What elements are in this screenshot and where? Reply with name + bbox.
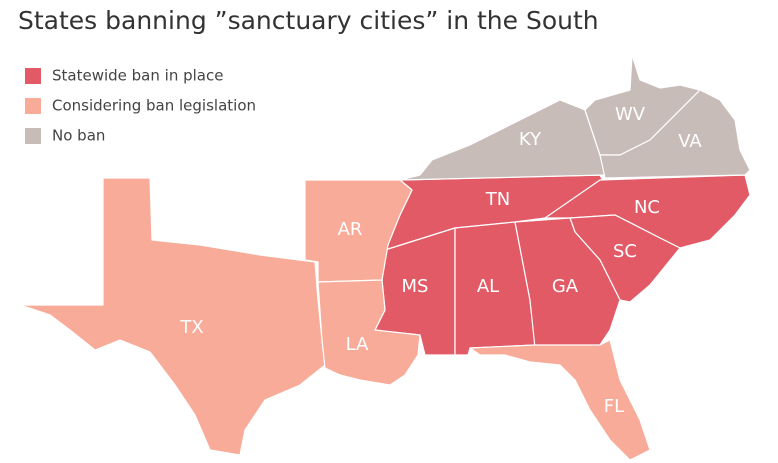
states: TN NC SC MS AL GA TX AR LA FL KY WV VA bbox=[19, 54, 751, 461]
state-label: AL bbox=[477, 276, 499, 297]
state-label: WV bbox=[615, 104, 646, 125]
legend-swatch bbox=[25, 68, 41, 84]
state-shape bbox=[514, 217, 621, 349]
state-shape bbox=[399, 99, 606, 181]
state-shape bbox=[469, 339, 651, 461]
state-shape bbox=[19, 177, 326, 456]
state-label: KY bbox=[519, 129, 542, 150]
state-label: SC bbox=[613, 241, 637, 262]
state-shape bbox=[317, 279, 421, 386]
legend-swatch bbox=[25, 98, 41, 114]
legend: Statewide ban in place Considering ban le… bbox=[25, 67, 256, 145]
state-label: VA bbox=[678, 131, 702, 152]
state-label: TX bbox=[179, 317, 203, 338]
state-shape bbox=[599, 89, 751, 179]
legend-swatch bbox=[25, 128, 41, 144]
state-label: LA bbox=[346, 334, 369, 355]
legend-label: No ban bbox=[52, 127, 105, 145]
state-label: MS bbox=[402, 276, 429, 297]
state-label: AR bbox=[338, 219, 363, 240]
map-title: States banning ”sanctuary cities” in the… bbox=[18, 6, 599, 35]
state-shape bbox=[304, 179, 413, 283]
state-label: NC bbox=[634, 197, 660, 218]
state-label: TN bbox=[485, 189, 510, 210]
state-label: FL bbox=[604, 396, 624, 417]
state-label: GA bbox=[552, 276, 579, 297]
legend-label: Considering ban legislation bbox=[52, 97, 256, 115]
legend-label: Statewide ban in place bbox=[52, 67, 223, 85]
